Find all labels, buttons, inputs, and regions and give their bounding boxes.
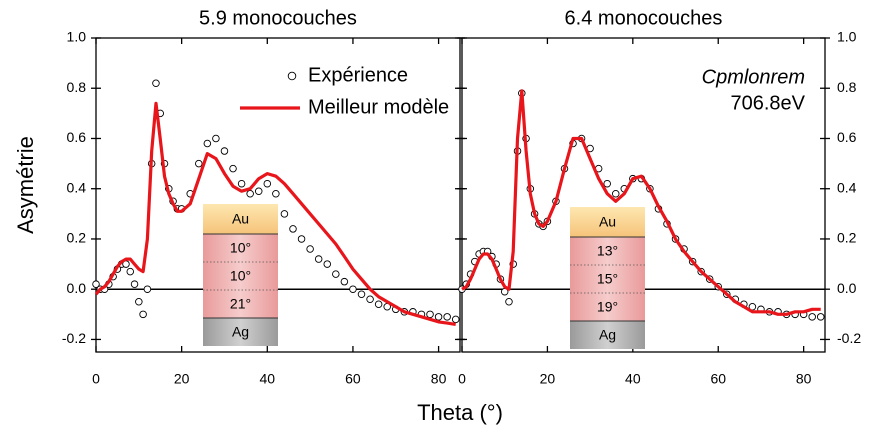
x-tick-label: 20 bbox=[540, 371, 556, 387]
data-point bbox=[229, 164, 237, 173]
y-axis-label: Asymétrie bbox=[13, 136, 38, 234]
data-point bbox=[816, 313, 825, 321]
y-tick-label: 0.0 bbox=[67, 280, 87, 296]
data-point bbox=[340, 277, 349, 286]
layer-label: 10° bbox=[230, 268, 251, 284]
data-point bbox=[195, 159, 203, 168]
data-point bbox=[603, 179, 611, 188]
data-point bbox=[272, 189, 280, 198]
x-tick-label: 80 bbox=[431, 371, 447, 387]
data-point bbox=[332, 270, 340, 278]
x-tick-label: 40 bbox=[260, 371, 276, 387]
y-tick-label: 0.2 bbox=[837, 230, 857, 246]
data-point bbox=[349, 285, 357, 293]
y-tick-label: 0.4 bbox=[67, 179, 87, 195]
data-point bbox=[203, 139, 212, 148]
layer bbox=[570, 265, 645, 293]
layer-label: Ag bbox=[599, 327, 616, 343]
x-tick-label: 0 bbox=[458, 371, 466, 387]
data-point bbox=[246, 189, 254, 198]
x-tick-label: 80 bbox=[796, 371, 812, 387]
data-point bbox=[280, 210, 289, 218]
plot-frame bbox=[95, 37, 461, 353]
layer bbox=[203, 290, 278, 318]
data-point bbox=[434, 313, 443, 321]
data-point bbox=[306, 245, 314, 253]
y-tick-label: -0.2 bbox=[62, 330, 86, 346]
y-tick-label: 0.6 bbox=[67, 129, 87, 145]
data-point bbox=[254, 187, 263, 195]
layer-label: Ag bbox=[232, 324, 249, 340]
data-point bbox=[92, 280, 100, 288]
x-tick-label: 60 bbox=[345, 371, 361, 387]
plot-frame bbox=[461, 37, 826, 353]
layer-label: 10° bbox=[230, 240, 251, 256]
data-point bbox=[366, 295, 374, 303]
data-point bbox=[297, 235, 306, 243]
y-tick-label: 0.8 bbox=[837, 79, 857, 95]
y-tick-label: 0.6 bbox=[837, 129, 857, 145]
layer bbox=[570, 207, 645, 237]
data-point bbox=[289, 225, 297, 233]
data-point bbox=[505, 298, 513, 306]
y-tick-label: 1.0 bbox=[67, 29, 87, 45]
data-point bbox=[357, 290, 366, 298]
data-point bbox=[220, 147, 229, 155]
panel-title: 5.9 monocouches bbox=[199, 7, 357, 29]
data-point bbox=[451, 315, 460, 324]
layer bbox=[203, 318, 278, 346]
x-axis-label: Theta (°) bbox=[417, 400, 503, 425]
data-point bbox=[426, 310, 434, 319]
layer-label: 21° bbox=[230, 296, 251, 312]
data-point bbox=[152, 79, 160, 87]
legend-swatch bbox=[287, 71, 297, 81]
x-tick-label: 20 bbox=[174, 371, 190, 387]
layer-label: 15° bbox=[597, 271, 618, 287]
data-point bbox=[263, 179, 272, 188]
y-tick-label: -0.2 bbox=[837, 330, 861, 346]
data-point bbox=[212, 134, 220, 143]
layer bbox=[570, 237, 645, 265]
layer bbox=[203, 262, 278, 290]
model-line bbox=[461, 89, 821, 316]
layer-label: 19° bbox=[597, 299, 618, 315]
layer bbox=[570, 321, 645, 349]
model-line bbox=[94, 101, 456, 326]
layer-label: Au bbox=[232, 211, 249, 227]
y-tick-label: 0.4 bbox=[837, 179, 857, 195]
y-tick-label: 1.0 bbox=[837, 29, 857, 45]
annotation: 706.8eV bbox=[730, 92, 805, 114]
layer bbox=[203, 234, 278, 262]
layer-label: 13° bbox=[597, 243, 618, 259]
panel-title: 6.4 monocouches bbox=[565, 7, 723, 29]
x-tick-label: 60 bbox=[710, 371, 726, 387]
data-point bbox=[443, 313, 451, 321]
x-tick-label: 40 bbox=[625, 371, 641, 387]
y-tick-label: 0.2 bbox=[67, 230, 87, 246]
annotation: Cpmlonrem bbox=[702, 66, 805, 88]
data-point bbox=[237, 179, 246, 188]
layer-label: Au bbox=[599, 214, 616, 230]
data-point bbox=[139, 310, 147, 319]
data-point bbox=[130, 280, 139, 288]
y-tick-label: 0.8 bbox=[67, 79, 87, 95]
legend-label: Expérience bbox=[308, 64, 408, 86]
data-point bbox=[135, 298, 143, 306]
data-point bbox=[143, 285, 152, 293]
data-point bbox=[323, 260, 331, 268]
x-tick-label: 0 bbox=[92, 371, 100, 387]
y-tick-label: 0.0 bbox=[837, 280, 857, 296]
data-point bbox=[126, 267, 135, 276]
layer bbox=[203, 204, 278, 234]
data-point bbox=[374, 300, 383, 309]
data-point bbox=[611, 189, 620, 198]
layer bbox=[570, 293, 645, 321]
data-point bbox=[808, 313, 816, 321]
data-point bbox=[314, 255, 323, 263]
legend-label: Meilleur modèle bbox=[308, 96, 449, 118]
